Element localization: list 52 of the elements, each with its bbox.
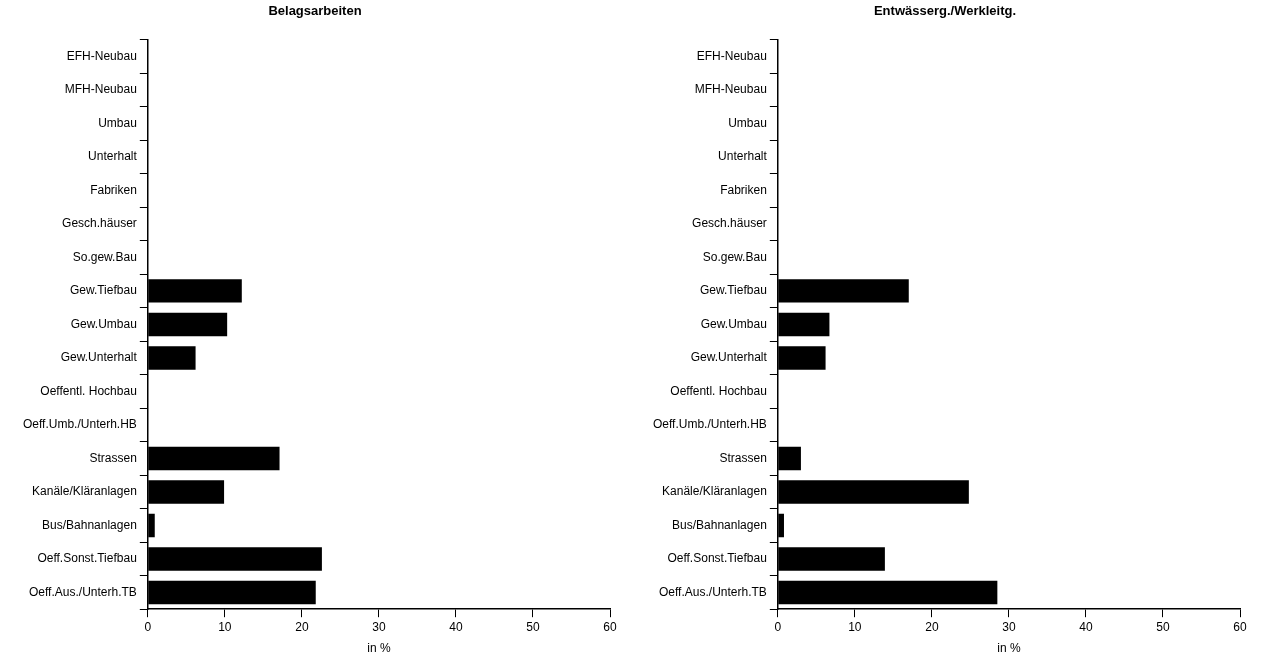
- x-tick-label: 60: [1233, 619, 1247, 634]
- y-tick-label: Gew.Umbau: [700, 316, 767, 331]
- y-tick-label: Oeffentl. Hochbau: [670, 383, 767, 398]
- y-tick-label: So.gew.Bau: [72, 249, 137, 264]
- y-tick-label: MFH-Neubau: [64, 82, 137, 97]
- y-tick-label: Strassen: [89, 450, 137, 465]
- y-tick-label: Oeff.Umb./Unterh.HB: [652, 417, 767, 432]
- y-tick-label: Oeff.Umb./Unterh.HB: [22, 417, 137, 432]
- x-axis-title: in %: [367, 641, 391, 656]
- y-tick-label: Gew.Tiefbau: [69, 283, 137, 298]
- x-tick-label: 10: [848, 619, 862, 634]
- y-tick-label: Oeff.Sonst.Tiefbau: [667, 551, 767, 566]
- y-tick-label: Umbau: [98, 115, 137, 130]
- y-tick-label: Bus/Bahnanlagen: [672, 517, 767, 532]
- y-tick-label: Strassen: [719, 450, 767, 465]
- x-tick-label: 60: [603, 619, 617, 634]
- x-tick-label: 20: [925, 619, 939, 634]
- y-tick-label: Oeffentl. Hochbau: [40, 383, 137, 398]
- x-tick-label: 0: [774, 619, 782, 634]
- x-tick-label: 40: [1079, 619, 1093, 634]
- y-tick-label: MFH-Neubau: [694, 82, 767, 97]
- y-tick-label: Unterhalt: [88, 149, 138, 164]
- y-tick-label: Oeff.Aus./Unterh.TB: [658, 584, 767, 599]
- y-tick-label: Gew.Umbau: [70, 316, 137, 331]
- y-tick-label: Fabriken: [720, 182, 767, 197]
- y-tick-label: Umbau: [728, 115, 767, 130]
- y-tick-label: Bus/Bahnanlagen: [42, 517, 137, 532]
- x-axis-title: in %: [997, 641, 1021, 656]
- y-tick-label: EFH-Neubau: [696, 48, 767, 63]
- y-tick-label: Oeff.Aus./Unterh.TB: [28, 584, 137, 599]
- y-tick-label: Oeff.Sonst.Tiefbau: [37, 551, 137, 566]
- y-tick-label: Kanäle/Kläranlagen: [662, 484, 767, 499]
- y-tick-label: So.gew.Bau: [702, 249, 767, 264]
- chart-title: Entwässerg./Werkleitg.: [873, 3, 1017, 19]
- y-tick-label: EFH-Neubau: [66, 48, 137, 63]
- x-tick-label: 30: [1002, 619, 1016, 634]
- y-tick-label: Gew.Tiefbau: [699, 283, 767, 298]
- x-tick-label: 20: [295, 619, 309, 634]
- y-tick-label: Kanäle/Kläranlagen: [32, 484, 137, 499]
- x-tick-label: 0: [144, 619, 152, 634]
- x-tick-label: 50: [526, 619, 540, 634]
- y-tick-label: Gesch.häuser: [692, 216, 767, 231]
- x-tick-label: 30: [372, 619, 386, 634]
- x-tick-label: 40: [449, 619, 463, 634]
- x-tick-label: 10: [218, 619, 232, 634]
- x-tick-label: 50: [1156, 619, 1170, 634]
- y-tick-label: Gesch.häuser: [62, 216, 137, 231]
- chart-title: Belagsarbeiten: [268, 3, 362, 19]
- y-tick-label: Gew.Unterhalt: [60, 350, 138, 365]
- y-tick-label: Unterhalt: [718, 149, 768, 164]
- y-tick-label: Gew.Unterhalt: [690, 350, 768, 365]
- y-tick-label: Fabriken: [90, 182, 137, 197]
